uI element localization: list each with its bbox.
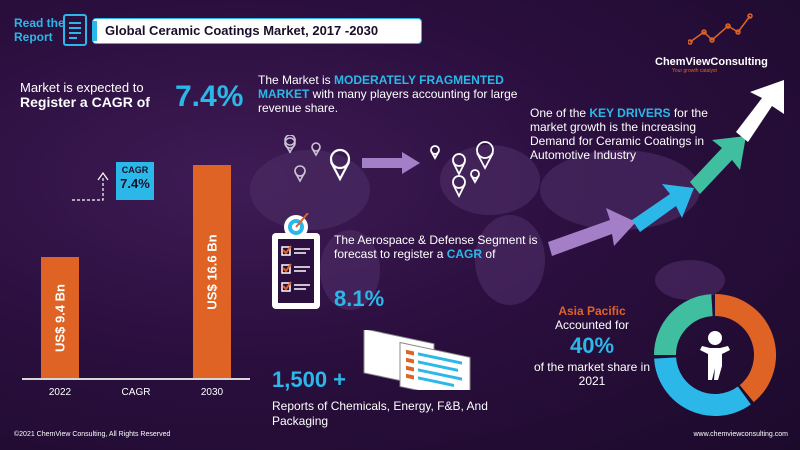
title-accent-bar [93,21,97,41]
cagr-badge: CAGR 7.4% [116,162,154,200]
asia-pacific-stat: Asia Pacific Accounted for 40% of the ma… [532,304,652,388]
copyright-text: ©2021 ChemView Consulting, All Rights Re… [14,431,171,438]
brand-logo: ChemViewConsulting [655,56,768,68]
cagr-badge-label: CAGR [121,165,149,175]
read-the-report-link[interactable]: Read the Report [14,16,65,44]
key-drivers-text: One of the KEY DRIVERS for the market gr… [530,106,740,162]
website-link[interactable]: www.chemviewconsulting.com [693,431,788,438]
page-title: Global Ceramic Coatings Market, 2017 -20… [92,18,422,44]
bar-value-label: US$ 16.6 Bn [204,233,220,310]
donut-segment [654,356,751,416]
world-map-graphic [250,145,725,310]
aero-prefix: The Aerospace & Defense Segment is forec… [334,233,538,261]
frag-suffix: with many players accounting for large r… [258,87,518,115]
growth-arrows-graphic [548,80,784,256]
market-share-donut [654,294,776,416]
logo-trend-icon [688,13,753,45]
x-tick-label: CAGR [121,387,151,398]
reports-count: 1,500 + [272,367,347,392]
document-icon [63,14,87,46]
cagr-line2: Register a CAGR of [20,94,150,110]
reports-stack-icon [363,330,471,390]
drivers-suffix: for the market growth is the increasing … [530,106,708,162]
cagr-arrow [72,171,109,201]
cagr-line1: Market is expected to [20,80,144,95]
bar-value-label: US$ 9.4 Bn [52,283,68,352]
read-the-label: Read the [14,16,65,30]
person-icon [700,331,730,380]
drivers-highlight: KEY DRIVERS [589,106,671,120]
bar-2030: US$ 16.6 Bn [193,165,231,378]
frag-highlight: MODERATELY FRAGMENTED MARKET [258,73,504,101]
x-tick-label: 2030 [200,387,224,398]
donut-segment [654,294,714,356]
x-tick-label: 2022 [48,387,72,398]
location-pins-scattered-icon [284,135,351,183]
checklist-icon [272,213,320,309]
chart-x-axis [22,378,250,380]
aero-suffix: of [482,247,496,261]
arrow-right-icon [362,152,420,174]
location-pins-clustered-icon [430,141,494,199]
reports-text: Reports of Chemicals, Energy, F&B, And P… [272,399,488,428]
asia-line1: Accounted for [554,318,630,332]
asia-line2: of the market share in 2021 [533,360,651,388]
region-name: Asia Pacific [558,304,626,318]
bar-2022: US$ 9.4 Bn [41,257,79,378]
asia-share-value: 40% [569,333,615,358]
fragmentation-text: The Market is MODERATELY FRAGMENTED MARK… [258,73,528,115]
report-label: Report [14,30,53,44]
cagr-value: 7.4% [175,80,244,113]
aero-highlight: CAGR [446,247,483,261]
cagr-badge-value: 7.4% [120,176,150,191]
aerospace-text: The Aerospace & Defense Segment is forec… [334,233,544,261]
aerospace-cagr-value: 8.1% [334,286,385,311]
cagr-statement: Market is expected to Register a CAGR of [20,80,150,110]
donut-segment [714,294,776,403]
brand-tagline: Your growth catalyst [672,68,717,74]
frag-prefix: The Market is [258,73,335,87]
drivers-prefix: One of the [530,106,590,120]
